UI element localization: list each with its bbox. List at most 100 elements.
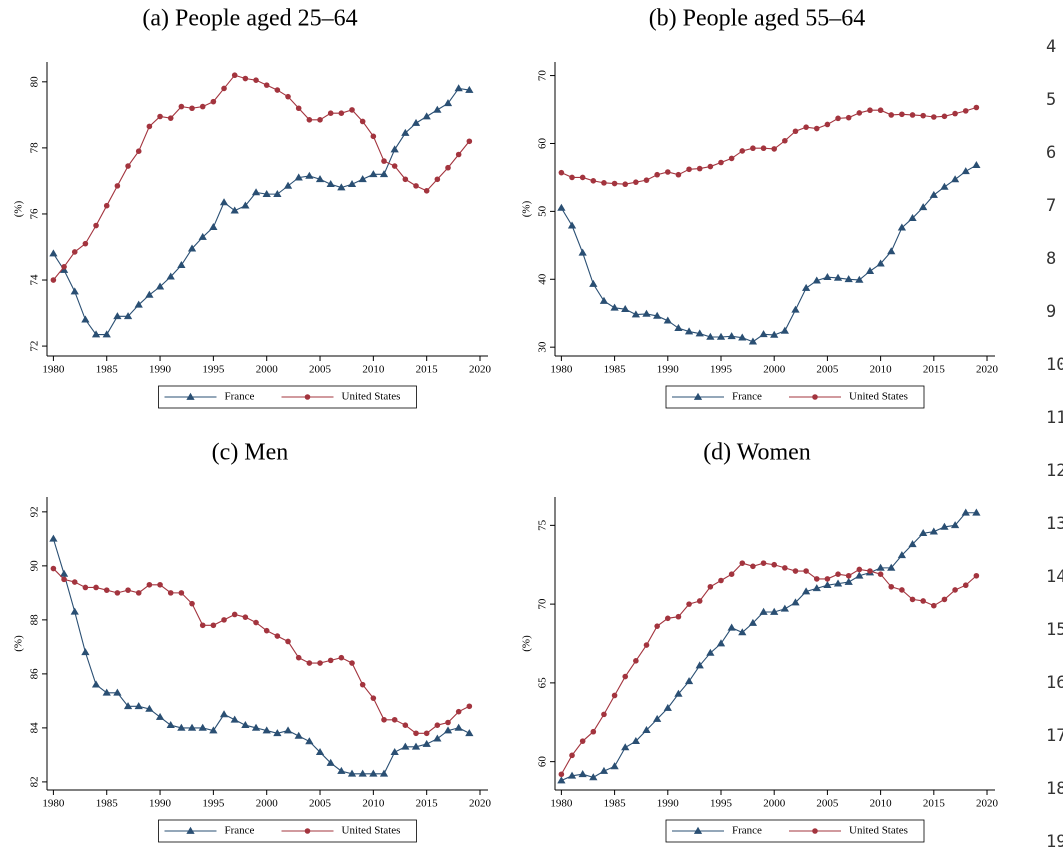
marker <box>304 394 311 400</box>
marker <box>919 203 928 211</box>
marker <box>738 628 747 636</box>
y-tick-label: 84 <box>29 722 41 734</box>
x-tick-label: 1990 <box>149 798 172 810</box>
marker <box>49 249 58 257</box>
marker <box>134 300 143 308</box>
marker <box>908 213 917 221</box>
marker <box>941 113 948 120</box>
marker <box>209 222 218 230</box>
marker <box>855 275 864 283</box>
marker <box>199 103 206 110</box>
series-line <box>52 538 470 775</box>
marker <box>198 232 207 240</box>
x-tick-label: 1995 <box>202 364 225 376</box>
marker <box>177 723 186 731</box>
marker <box>888 112 895 118</box>
marker <box>610 762 619 770</box>
marker <box>578 248 587 256</box>
marker <box>782 565 788 571</box>
line-number: 6 <box>1046 143 1056 163</box>
marker <box>961 167 970 175</box>
y-tick-label: 92 <box>29 506 41 517</box>
marker <box>157 581 163 588</box>
marker <box>824 576 831 582</box>
line-number: 14 <box>1046 567 1063 587</box>
series-line <box>52 87 470 336</box>
x-tick-label: 2010 <box>870 798 893 810</box>
marker <box>199 622 206 629</box>
marker <box>455 151 462 158</box>
marker <box>865 266 875 274</box>
line-number: 17 <box>1046 726 1063 746</box>
marker <box>622 181 629 188</box>
marker <box>653 311 662 319</box>
y-tick-label: 76 <box>29 208 41 220</box>
marker <box>748 618 758 626</box>
marker <box>611 692 618 699</box>
marker <box>187 723 197 731</box>
marker <box>337 766 346 774</box>
marker <box>317 660 323 666</box>
marker <box>579 174 586 181</box>
marker <box>771 146 778 152</box>
marker <box>401 128 410 136</box>
marker <box>145 290 154 298</box>
y-tick-label: 70 <box>537 70 549 82</box>
marker <box>146 123 153 130</box>
marker <box>642 309 651 317</box>
marker <box>599 296 609 304</box>
marker <box>780 604 789 612</box>
marker <box>569 174 575 181</box>
marker <box>71 579 78 585</box>
x-tick-label: 2020 <box>976 798 999 810</box>
marker <box>390 748 399 756</box>
line-number: 18 <box>1046 779 1063 799</box>
marker <box>465 729 474 737</box>
x-tick-label: 2005 <box>816 798 839 810</box>
marker <box>716 639 726 647</box>
marker <box>178 590 185 596</box>
marker <box>390 145 399 153</box>
y-tick-label: 88 <box>29 614 41 626</box>
marker <box>675 613 682 620</box>
marker <box>782 137 788 144</box>
line-number: 4 <box>1046 37 1056 57</box>
marker <box>145 704 154 712</box>
marker <box>304 828 311 834</box>
marker <box>391 716 398 723</box>
marker <box>686 601 692 607</box>
marker <box>877 107 884 114</box>
x-tick-label: 1985 <box>604 798 627 810</box>
line-number: 12 <box>1046 461 1063 481</box>
marker <box>833 273 843 281</box>
chart-title: (d) Women <box>703 440 811 466</box>
marker <box>684 677 694 685</box>
y-tick-label: 50 <box>537 205 549 217</box>
legend-label: United States <box>342 825 401 837</box>
series-line <box>561 106 977 185</box>
marker <box>465 85 474 93</box>
marker <box>654 623 660 629</box>
marker <box>155 712 165 720</box>
marker <box>812 276 821 284</box>
marker <box>71 249 78 255</box>
marker <box>931 114 937 120</box>
y-tick-label: 78 <box>29 142 41 154</box>
marker <box>557 776 566 784</box>
marker <box>589 279 598 287</box>
legend-label: France <box>225 825 255 837</box>
marker <box>812 828 818 834</box>
x-tick-label: 1990 <box>149 364 172 376</box>
marker <box>941 596 948 603</box>
marker <box>961 508 970 516</box>
marker <box>221 85 227 92</box>
marker <box>631 736 640 744</box>
marker <box>82 240 89 247</box>
marker <box>558 169 565 176</box>
marker <box>423 730 430 737</box>
marker <box>718 577 724 584</box>
marker <box>61 576 67 583</box>
marker <box>844 275 853 283</box>
marker <box>643 177 650 183</box>
